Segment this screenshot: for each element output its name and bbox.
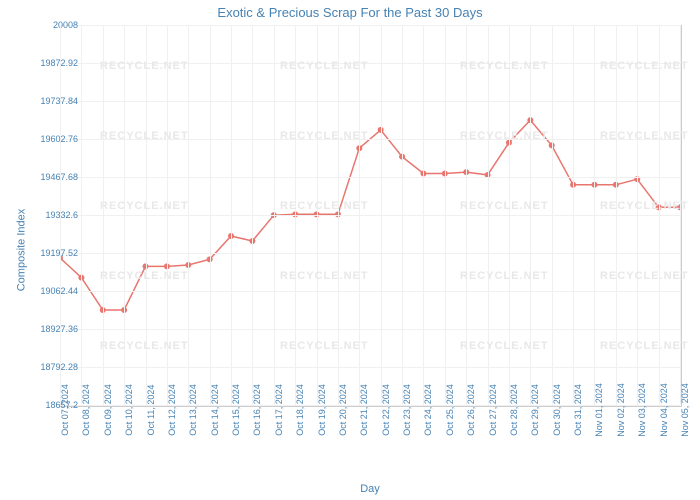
x-tick-label: Oct 22, 2024: [381, 384, 391, 436]
gridline-horizontal: [60, 177, 680, 178]
x-axis-label: Day: [60, 483, 680, 495]
x-tick-label: Oct 20, 2024: [338, 384, 348, 436]
x-tick-label: Oct 30, 2024: [552, 384, 562, 436]
y-tick-label: 19602.76: [23, 134, 78, 144]
gridline-vertical: [274, 25, 275, 405]
gridline-vertical: [594, 25, 595, 405]
x-tick-label: Oct 09, 2024: [103, 384, 113, 436]
y-tick-label: 19062.44: [23, 286, 78, 296]
gridline-vertical: [231, 25, 232, 405]
y-tick-label: 19737.84: [23, 96, 78, 106]
gridline-vertical: [210, 25, 211, 405]
x-tick-label: Oct 16, 2024: [252, 384, 262, 436]
gridline-horizontal: [60, 291, 680, 292]
x-tick-label: Oct 14, 2024: [210, 384, 220, 436]
gridline-vertical: [659, 25, 660, 405]
x-tick-label: Nov 01, 2024: [594, 383, 604, 437]
x-tick-label: Oct 25, 2024: [445, 384, 455, 436]
x-tick-label: Oct 17, 2024: [274, 384, 284, 436]
y-tick-label: 19467.68: [23, 172, 78, 182]
x-tick-label: Oct 18, 2024: [295, 384, 305, 436]
x-tick-label: Oct 08, 2024: [81, 384, 91, 436]
x-tick-label: Oct 19, 2024: [317, 384, 327, 436]
gridline-vertical: [552, 25, 553, 405]
x-tick-label: Oct 07, 2024: [60, 384, 70, 436]
gridline-vertical: [488, 25, 489, 405]
gridline-vertical: [680, 25, 681, 405]
gridline-horizontal: [60, 215, 680, 216]
gridline-vertical: [81, 25, 82, 405]
x-tick-label: Oct 21, 2024: [359, 384, 369, 436]
chart-title: Exotic & Precious Scrap For the Past 30 …: [0, 5, 700, 20]
gridline-vertical: [402, 25, 403, 405]
x-tick-label: Oct 26, 2024: [466, 384, 476, 436]
x-tick-label: Nov 04, 2024: [659, 383, 669, 437]
gridline-horizontal: [60, 329, 680, 330]
x-tick-label: Oct 10, 2024: [124, 384, 134, 436]
gridline-vertical: [103, 25, 104, 405]
x-tick-label: Oct 15, 2024: [231, 384, 241, 436]
y-tick-label: 19332.6: [23, 210, 78, 220]
gridline-vertical: [252, 25, 253, 405]
y-tick-label: 18792.28: [23, 362, 78, 372]
gridline-vertical: [124, 25, 125, 405]
x-tick-label: Oct 31, 2024: [573, 384, 583, 436]
gridline-vertical: [295, 25, 296, 405]
gridline-vertical: [338, 25, 339, 405]
x-tick-label: Oct 28, 2024: [509, 384, 519, 436]
x-tick-label: Oct 27, 2024: [488, 384, 498, 436]
gridline-vertical: [381, 25, 382, 405]
x-tick-label: Nov 03, 2024: [637, 383, 647, 437]
gridline-horizontal: [60, 63, 680, 64]
chart-container: Exotic & Precious Scrap For the Past 30 …: [0, 0, 700, 500]
gridline-vertical: [530, 25, 531, 405]
gridline-horizontal: [60, 139, 680, 140]
gridline-vertical: [359, 25, 360, 405]
y-tick-label: 19197.52: [23, 248, 78, 258]
gridline-vertical: [188, 25, 189, 405]
gridline-vertical: [509, 25, 510, 405]
x-tick-label: Oct 13, 2024: [188, 384, 198, 436]
gridline-vertical: [573, 25, 574, 405]
x-tick-label: Oct 11, 2024: [146, 385, 156, 436]
gridline-vertical: [445, 25, 446, 405]
gridline-vertical: [167, 25, 168, 405]
gridline-vertical: [637, 25, 638, 405]
x-tick-label: Oct 24, 2024: [423, 384, 433, 436]
x-tick-label: Oct 12, 2024: [167, 384, 177, 436]
x-tick-label: Oct 23, 2024: [402, 384, 412, 436]
gridline-vertical: [60, 25, 61, 405]
x-tick-label: Nov 02, 2024: [616, 383, 626, 437]
gridline-horizontal: [60, 253, 680, 254]
gridline-horizontal: [60, 367, 680, 368]
gridline-horizontal: [60, 25, 680, 26]
gridline-vertical: [317, 25, 318, 405]
y-tick-label: 20008: [23, 20, 78, 30]
gridline-vertical: [423, 25, 424, 405]
gridline-vertical: [616, 25, 617, 405]
gridline-vertical: [146, 25, 147, 405]
gridline-vertical: [466, 25, 467, 405]
y-tick-label: 19872.92: [23, 58, 78, 68]
gridline-horizontal: [60, 101, 680, 102]
x-tick-label: Oct 29, 2024: [530, 384, 540, 436]
y-tick-label: 18927.36: [23, 324, 78, 334]
x-tick-label: Nov 05, 2024: [680, 383, 690, 437]
